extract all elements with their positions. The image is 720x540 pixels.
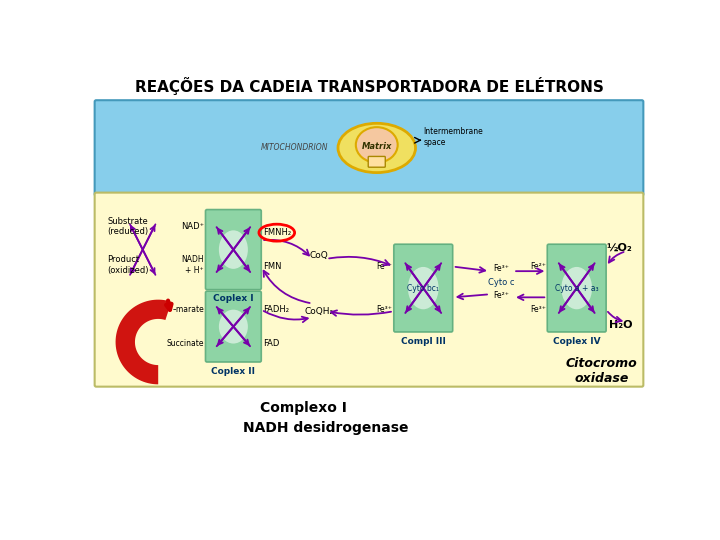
Text: NAD⁺: NAD⁺: [181, 222, 204, 231]
Text: Succinate: Succinate: [166, 339, 204, 348]
Text: Coplex II: Coplex II: [212, 367, 256, 376]
Text: ½O₂: ½O₂: [607, 243, 632, 253]
Text: MITOCHONDRION: MITOCHONDRION: [261, 144, 329, 152]
Text: Citocromo
oxidase: Citocromo oxidase: [566, 357, 637, 386]
Ellipse shape: [219, 231, 248, 269]
Text: –marate: –marate: [172, 305, 204, 314]
Text: CoQ: CoQ: [310, 251, 328, 260]
Text: Cyto c: Cyto c: [487, 278, 514, 287]
Text: Fe²⁺: Fe²⁺: [377, 262, 392, 271]
FancyBboxPatch shape: [368, 157, 385, 167]
Text: Complexo I: Complexo I: [261, 401, 347, 415]
FancyBboxPatch shape: [94, 100, 644, 195]
Ellipse shape: [408, 267, 438, 309]
Text: FMNH₂: FMNH₂: [263, 228, 291, 237]
Text: Fe²⁺: Fe²⁺: [530, 262, 546, 271]
Text: Compl III: Compl III: [401, 336, 446, 346]
FancyBboxPatch shape: [547, 244, 606, 332]
Text: Matrix: Matrix: [361, 142, 392, 151]
Text: H₂O: H₂O: [609, 320, 632, 330]
Ellipse shape: [356, 127, 397, 163]
Text: Fe³⁺: Fe³⁺: [492, 265, 509, 273]
FancyBboxPatch shape: [205, 210, 261, 289]
Polygon shape: [116, 300, 171, 384]
Text: Coplex I: Coplex I: [213, 294, 253, 303]
Text: Coplex IV: Coplex IV: [553, 336, 600, 346]
Text: FADH₂: FADH₂: [263, 305, 289, 314]
FancyBboxPatch shape: [205, 291, 261, 362]
Text: Fe³⁺: Fe³⁺: [530, 305, 546, 314]
Text: NADH
+ H⁺: NADH + H⁺: [181, 255, 204, 275]
Ellipse shape: [338, 123, 415, 173]
Text: Cyto bc₁: Cyto bc₁: [408, 284, 439, 293]
FancyBboxPatch shape: [394, 244, 453, 332]
Text: NADH desidrogenase: NADH desidrogenase: [243, 421, 409, 435]
Text: Substrate
(reduced): Substrate (reduced): [107, 217, 148, 236]
Text: REAÇÕES DA CADEIA TRANSPORTADORA DE ELÉTRONS: REAÇÕES DA CADEIA TRANSPORTADORA DE ELÉT…: [135, 77, 603, 96]
Text: Intermembrane
space: Intermembrane space: [423, 127, 483, 147]
Text: Fe³⁺: Fe³⁺: [377, 305, 392, 314]
FancyBboxPatch shape: [94, 193, 644, 387]
Text: FAD: FAD: [263, 339, 279, 348]
Text: CoQH₂: CoQH₂: [304, 307, 333, 316]
Text: Fe²⁺: Fe²⁺: [492, 291, 509, 300]
Text: FMN: FMN: [263, 262, 282, 271]
Ellipse shape: [219, 309, 248, 343]
Text: Product
(oxidized): Product (oxidized): [107, 255, 148, 275]
Ellipse shape: [562, 267, 592, 309]
Text: Cyto a + a₃: Cyto a + a₃: [555, 284, 598, 293]
